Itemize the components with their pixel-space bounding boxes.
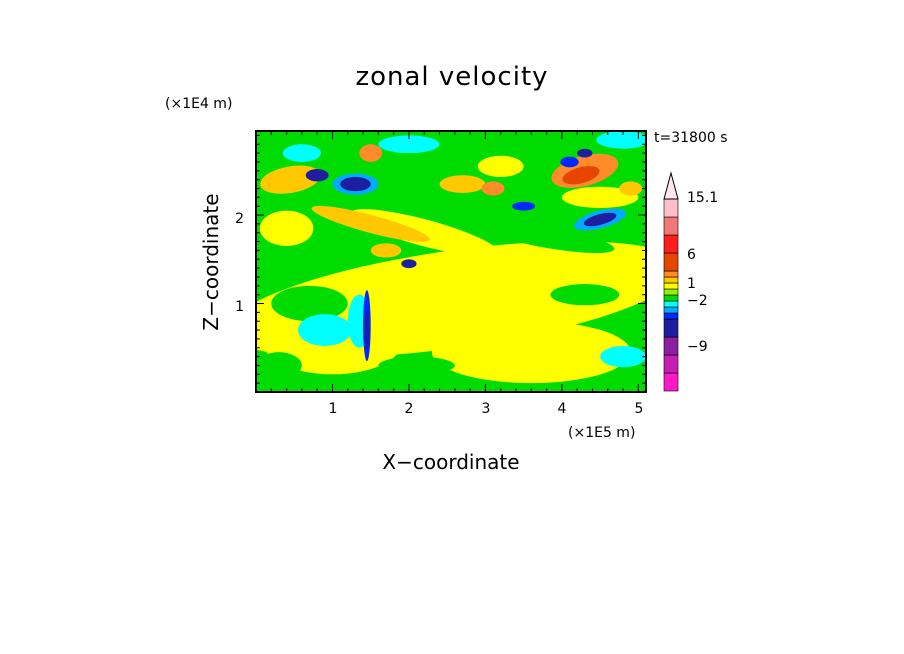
contour-region-11 xyxy=(378,356,455,375)
contour-region-19 xyxy=(282,144,321,162)
contour-region-32 xyxy=(583,212,617,227)
colorbar-label-minus-2: −2 xyxy=(687,293,708,309)
contour-region-9 xyxy=(256,352,302,379)
y-tick-label-2: 2 xyxy=(235,211,244,227)
contour-region-6 xyxy=(477,155,524,178)
time-label: t=31800 s xyxy=(654,130,728,146)
contour-region-2 xyxy=(431,321,631,384)
contour-region-5 xyxy=(260,165,321,194)
contour-region-17 xyxy=(378,135,440,154)
plot-frame xyxy=(255,130,647,393)
colorbar-swatch-7 xyxy=(663,294,679,302)
contour-region-3 xyxy=(259,210,314,247)
contour-region-34 xyxy=(577,148,593,158)
contour-region-12 xyxy=(478,221,615,254)
colorbar-swatch-12 xyxy=(663,252,679,272)
contour-region-14 xyxy=(298,314,352,346)
colorbar-extend-max xyxy=(663,171,679,200)
axis-ticks xyxy=(256,131,646,392)
colorbar-swatch-1 xyxy=(663,354,679,374)
contour-region-38 xyxy=(512,201,536,211)
colorbar-label-15-1: 15.1 xyxy=(687,190,718,206)
colorbar-swatch-10 xyxy=(663,276,679,284)
contour-region-23 xyxy=(359,144,383,162)
contour-region-20 xyxy=(311,205,430,242)
colorbar-swatch-0 xyxy=(663,372,679,392)
y-tick-label-1: 1 xyxy=(235,299,244,315)
y-axis-label: Z−coordinate xyxy=(199,193,223,330)
colorbar-label-minus-9: −9 xyxy=(687,339,708,355)
contour-region-25 xyxy=(481,181,505,196)
x-axis-label: X−coordinate xyxy=(382,450,519,474)
contour-region-10 xyxy=(550,284,620,306)
colorbar-swatch-14 xyxy=(663,216,679,236)
contour-region-26 xyxy=(619,181,643,196)
contour-region-27 xyxy=(370,243,402,258)
contour-region-22 xyxy=(562,166,600,185)
colorbar-swatch-6 xyxy=(663,300,679,308)
chart-title: zonal velocity xyxy=(355,62,548,92)
colorbar-label-6: 6 xyxy=(687,247,696,263)
contour-region-29 xyxy=(340,177,371,192)
colorbar xyxy=(663,171,679,392)
colorbar-swatch-3 xyxy=(663,318,679,338)
x-tick-label-1: 1 xyxy=(329,401,338,417)
x-tick-label-5: 5 xyxy=(635,401,644,417)
colorbar-swatch-9 xyxy=(663,282,679,290)
contour-region-30 xyxy=(305,169,329,182)
contour-region-18 xyxy=(596,131,646,149)
x-tick-label-2: 2 xyxy=(405,401,414,417)
contour-region-7 xyxy=(561,186,639,208)
colorbar-swatch-11 xyxy=(663,270,679,278)
contour-field xyxy=(256,131,646,392)
colorbar-swatch-8 xyxy=(663,288,679,296)
contour-region-36 xyxy=(364,310,370,350)
colorbar-swatch-13 xyxy=(663,234,679,254)
colorbar-swatch-5 xyxy=(663,306,679,314)
x-scale-label: (×1E5 m) xyxy=(568,425,635,441)
contour-region-33 xyxy=(560,156,579,168)
contour-region-37 xyxy=(401,259,417,269)
colorbar-swatch-2 xyxy=(663,336,679,356)
colorbar-swatch-15 xyxy=(663,198,679,218)
contour-region-24 xyxy=(439,175,486,193)
x-tick-label-4: 4 xyxy=(558,401,567,417)
contour-region-16 xyxy=(600,345,646,368)
x-tick-label-3: 3 xyxy=(482,401,491,417)
y-scale-label: (×1E4 m) xyxy=(165,96,232,112)
contour-region-8 xyxy=(271,285,348,322)
colorbar-swatch-4 xyxy=(663,312,679,320)
colorbar-label-1: 1 xyxy=(687,276,696,292)
